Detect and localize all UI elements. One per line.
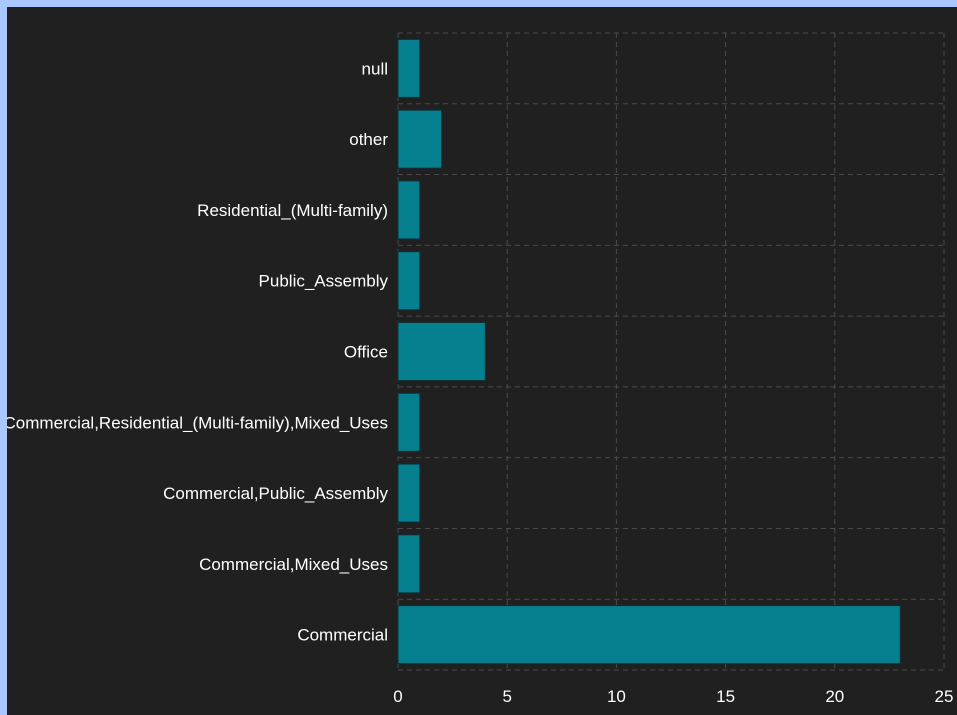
category-label: Office (344, 343, 388, 362)
grid-lines (397, 32, 945, 671)
chart-panel: null other Residential_(Multi-family) Publi… (7, 7, 957, 715)
category-label: Residential_(Multi-family) (197, 201, 388, 220)
bar[interactable] (397, 605, 901, 665)
bar[interactable] (397, 251, 421, 311)
bars (397, 38, 901, 665)
x-axis-ticks: 0 5 10 15 20 25 (393, 687, 953, 706)
x-tick-label: 10 (607, 687, 626, 706)
bar[interactable] (397, 180, 421, 240)
x-tick-label: 5 (502, 687, 511, 706)
category-label: Commercial,Residential_(Multi-family),Mi… (7, 413, 388, 432)
bar-chart: null other Residential_(Multi-family) Publi… (7, 32, 953, 706)
bar[interactable] (397, 321, 486, 382)
category-labels: null other Residential_(Multi-family) Publi… (7, 59, 388, 644)
category-label: Commercial (297, 626, 388, 645)
category-label: Commercial,Mixed_Uses (199, 555, 388, 574)
category-label: Public_Assembly (259, 272, 389, 291)
category-label: other (349, 130, 388, 149)
bar[interactable] (397, 463, 421, 523)
bar[interactable] (397, 38, 421, 98)
category-label: Commercial,Public_Assembly (163, 484, 388, 503)
x-tick-label: 0 (393, 687, 402, 706)
bar[interactable] (397, 392, 421, 452)
bar[interactable] (397, 109, 443, 169)
x-tick-label: 15 (716, 687, 735, 706)
x-tick-label: 20 (825, 687, 844, 706)
bar[interactable] (397, 534, 421, 594)
category-label: null (362, 59, 388, 78)
x-tick-label: 25 (935, 687, 954, 706)
